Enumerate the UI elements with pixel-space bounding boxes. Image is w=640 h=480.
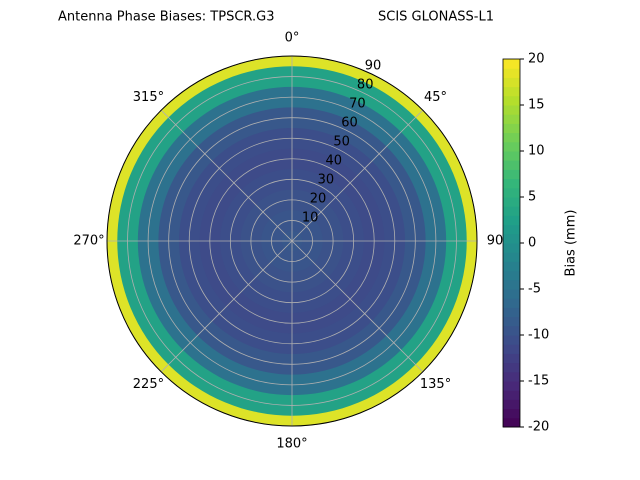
r-tick-label: 90 (365, 59, 382, 74)
colorbar-tick-label: -20 (528, 420, 549, 435)
colorbar-tick-label: -5 (528, 282, 541, 297)
colorbar-band (503, 123, 520, 134)
colorbar-band (503, 132, 520, 143)
colorbar-band (503, 215, 520, 226)
theta-tick-label: 135° (420, 377, 451, 392)
colorbar-band (503, 289, 520, 299)
colorbar-band (503, 95, 520, 106)
theta-tick-label: 270° (73, 234, 104, 249)
colorbar-tick-label: 0 (528, 236, 536, 251)
colorbar-band (503, 335, 520, 345)
r-tick-label: 50 (333, 135, 350, 150)
colorbar-band (503, 270, 520, 281)
colorbar-band (503, 197, 520, 207)
chart-title: Antenna Phase Biases: TPSCR.G3 (58, 10, 274, 25)
colorbar-label: Bias (mm) (564, 210, 579, 277)
r-tick-label: 20 (310, 192, 327, 207)
colorbar: -20 -15 -10 -5 0 5 10 15 20 Bias (mm) (502, 52, 579, 435)
colorbar-band (503, 417, 520, 428)
colorbar-band (503, 169, 520, 180)
colorbar-band (503, 408, 520, 419)
colorbar-band (503, 381, 520, 391)
theta-tick-label: 0° (285, 31, 300, 46)
colorbar-tick-label: 15 (528, 98, 545, 113)
r-tick-label: 80 (357, 78, 374, 93)
colorbar-band (503, 59, 520, 69)
colorbar-band (503, 141, 520, 152)
colorbar-band (503, 344, 520, 354)
colorbar-band (503, 371, 520, 382)
grid-spoke (160, 109, 293, 242)
colorbar-band (503, 307, 520, 318)
colorbar-band (503, 206, 520, 216)
colorbar-tick-label: 10 (528, 144, 545, 159)
colorbar-band (503, 114, 520, 124)
theta-tick-label: 45° (424, 90, 447, 105)
r-tick-label: 10 (302, 211, 319, 226)
r-tick-label: 40 (325, 154, 342, 169)
chart-subtitle: SCIS GLONASS-L1 (378, 10, 494, 25)
grid-spoke (291, 240, 424, 373)
colorbar-band (503, 105, 520, 115)
colorbar-band (503, 151, 520, 161)
colorbar-tick-label: 5 (528, 190, 536, 205)
colorbar-band (503, 233, 520, 244)
grid-spoke (291, 109, 424, 242)
colorbar-band (503, 353, 520, 364)
colorbar-band (503, 243, 520, 253)
grid-spoke (160, 240, 293, 373)
polar-frame (106, 55, 478, 427)
colorbar-band (503, 362, 520, 373)
r-tick-label: 30 (318, 173, 335, 188)
theta-tick-label: 315° (133, 90, 164, 105)
colorbar-band (503, 160, 520, 170)
colorbar-band (503, 298, 520, 308)
colorbar-band (503, 325, 520, 336)
theta-tick-label: 90 (487, 234, 504, 249)
theta-tick-label: 225° (133, 377, 164, 392)
colorbar-band (503, 68, 520, 78)
colorbar-tick-label: -10 (528, 328, 549, 343)
colorbar-band (503, 224, 520, 235)
colorbar-band (503, 390, 520, 400)
colorbar-band (503, 252, 520, 262)
colorbar-tick-label: -15 (528, 374, 549, 389)
colorbar-band (503, 261, 520, 272)
grid: 10 20 30 40 50 60 70 80 90 0° 45° 90 135° 180° 225° 270… (73, 31, 503, 452)
colorbar-band (503, 279, 520, 290)
r-tick-label: 60 (341, 116, 358, 131)
colorbar-band (503, 316, 520, 327)
colorbar-band (503, 77, 520, 88)
colorbar-band (503, 86, 520, 97)
theta-tick-label: 180° (276, 437, 307, 452)
colorbar-band (503, 178, 520, 189)
colorbar-tick-label: 20 (528, 52, 545, 67)
colorbar-band (503, 187, 520, 198)
r-tick-label: 70 (349, 97, 366, 112)
colorbar-band (503, 399, 520, 410)
